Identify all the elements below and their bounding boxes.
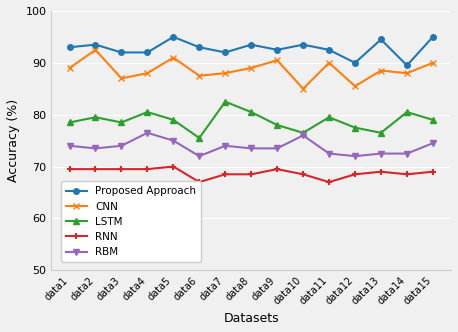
RNN bbox=[170, 165, 176, 169]
RNN bbox=[93, 167, 98, 171]
CNN bbox=[119, 76, 124, 80]
LSTM bbox=[326, 115, 332, 119]
Proposed Approach bbox=[196, 45, 202, 49]
RBM bbox=[93, 146, 98, 150]
LSTM bbox=[352, 125, 358, 129]
Proposed Approach bbox=[223, 50, 228, 54]
RNN bbox=[67, 167, 72, 171]
RNN bbox=[274, 167, 280, 171]
CNN bbox=[93, 48, 98, 52]
CNN bbox=[274, 58, 280, 62]
RNN bbox=[404, 172, 410, 176]
RNN bbox=[352, 172, 358, 176]
X-axis label: Datasets: Datasets bbox=[224, 312, 279, 325]
LSTM bbox=[93, 115, 98, 119]
CNN bbox=[223, 71, 228, 75]
RBM bbox=[378, 152, 384, 156]
RBM bbox=[326, 152, 332, 156]
RBM bbox=[274, 146, 280, 150]
RBM bbox=[404, 152, 410, 156]
Proposed Approach bbox=[170, 35, 176, 39]
LSTM bbox=[170, 118, 176, 122]
CNN bbox=[300, 87, 306, 91]
RBM bbox=[67, 144, 72, 148]
Line: RNN: RNN bbox=[66, 163, 436, 186]
CNN bbox=[430, 61, 436, 65]
Proposed Approach bbox=[352, 61, 358, 65]
CNN bbox=[352, 84, 358, 88]
LSTM bbox=[196, 136, 202, 140]
CNN bbox=[378, 69, 384, 73]
RBM bbox=[223, 144, 228, 148]
Proposed Approach bbox=[274, 48, 280, 52]
Proposed Approach bbox=[378, 38, 384, 42]
LSTM bbox=[248, 110, 254, 114]
Proposed Approach bbox=[326, 48, 332, 52]
Proposed Approach bbox=[119, 50, 124, 54]
LSTM bbox=[300, 131, 306, 135]
LSTM bbox=[223, 100, 228, 104]
RBM bbox=[196, 154, 202, 158]
Proposed Approach bbox=[145, 50, 150, 54]
CNN bbox=[145, 71, 150, 75]
RNN bbox=[326, 180, 332, 184]
Line: LSTM: LSTM bbox=[67, 99, 436, 141]
Line: CNN: CNN bbox=[66, 46, 436, 92]
CNN bbox=[248, 66, 254, 70]
RBM bbox=[248, 146, 254, 150]
Legend: Proposed Approach, CNN, LSTM, RNN, RBM: Proposed Approach, CNN, LSTM, RNN, RBM bbox=[60, 181, 201, 263]
RBM bbox=[145, 131, 150, 135]
RBM bbox=[170, 139, 176, 143]
Y-axis label: Accuracy (%): Accuracy (%) bbox=[7, 99, 20, 182]
LSTM bbox=[430, 118, 436, 122]
RNN bbox=[145, 167, 150, 171]
LSTM bbox=[67, 121, 72, 124]
LSTM bbox=[119, 121, 124, 124]
Proposed Approach bbox=[300, 43, 306, 47]
Proposed Approach bbox=[93, 43, 98, 47]
Line: RBM: RBM bbox=[67, 130, 436, 159]
RBM bbox=[119, 144, 124, 148]
Proposed Approach bbox=[404, 63, 410, 67]
RBM bbox=[430, 141, 436, 145]
RNN bbox=[378, 170, 384, 174]
CNN bbox=[404, 71, 410, 75]
Line: Proposed Approach: Proposed Approach bbox=[67, 34, 436, 68]
CNN bbox=[196, 74, 202, 78]
CNN bbox=[326, 61, 332, 65]
LSTM bbox=[378, 131, 384, 135]
CNN bbox=[170, 56, 176, 60]
RNN bbox=[300, 172, 306, 176]
RNN bbox=[119, 167, 124, 171]
LSTM bbox=[404, 110, 410, 114]
Proposed Approach bbox=[430, 35, 436, 39]
LSTM bbox=[274, 123, 280, 127]
Proposed Approach bbox=[67, 45, 72, 49]
RNN bbox=[248, 172, 254, 176]
CNN bbox=[67, 66, 72, 70]
RBM bbox=[352, 154, 358, 158]
RNN bbox=[223, 172, 228, 176]
RBM bbox=[300, 133, 306, 137]
Proposed Approach bbox=[248, 43, 254, 47]
LSTM bbox=[145, 110, 150, 114]
RNN bbox=[430, 170, 436, 174]
RNN bbox=[196, 180, 202, 184]
